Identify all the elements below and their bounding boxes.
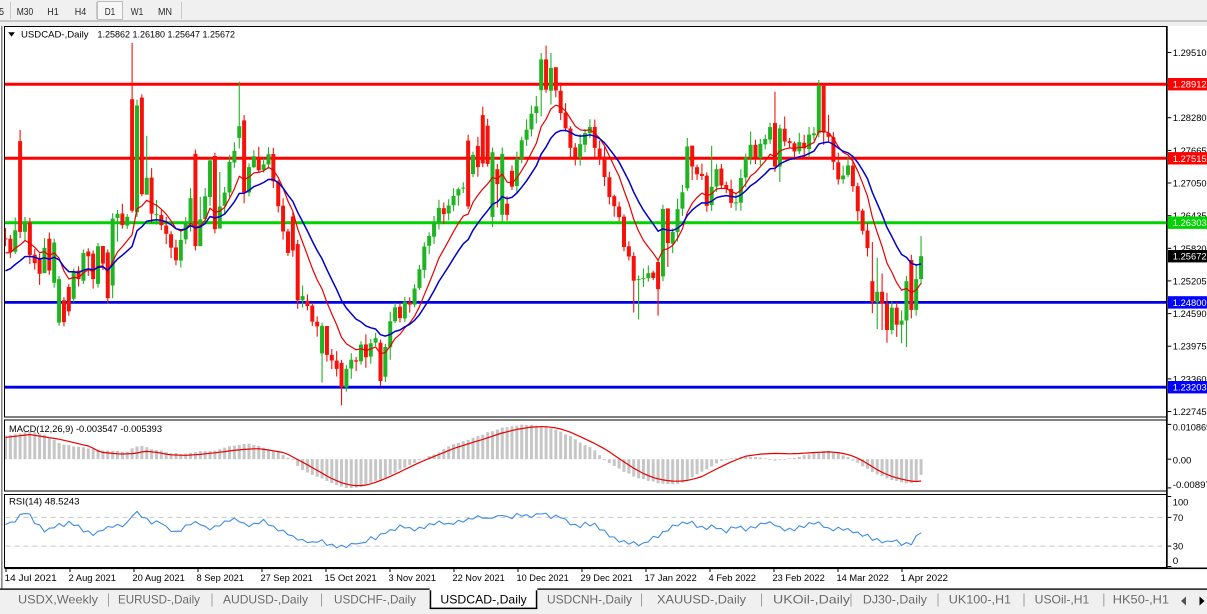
svg-text:15 Oct 2021: 15 Oct 2021 — [325, 573, 377, 584]
svg-text:1.27665: 1.27665 — [1173, 146, 1207, 157]
svg-text:USDCNH-,Daily: USDCNH-,Daily — [547, 593, 632, 607]
svg-text:1.29510: 1.29510 — [1173, 48, 1207, 59]
svg-text:1.27050: 1.27050 — [1173, 179, 1207, 190]
svg-text:MN: MN — [158, 6, 172, 18]
svg-text:USDCAD-,Daily: USDCAD-,Daily — [440, 593, 526, 607]
svg-text:EURUSD-,Daily: EURUSD-,Daily — [118, 593, 200, 607]
svg-text:22 Nov 2021: 22 Nov 2021 — [453, 573, 505, 584]
svg-text:UKOil-,Daily: UKOil-,Daily — [773, 593, 850, 607]
svg-text:M30: M30 — [17, 6, 34, 18]
svg-text:RSI(14) 48.5243: RSI(14) 48.5243 — [9, 496, 80, 507]
svg-text:1.26303: 1.26303 — [1173, 218, 1207, 229]
svg-text:29 Dec 2021: 29 Dec 2021 — [581, 573, 633, 584]
svg-text:1.23975: 1.23975 — [1173, 342, 1207, 353]
svg-text:1 Apr 2022: 1 Apr 2022 — [901, 573, 949, 584]
svg-text:1.23203: 1.23203 — [1173, 383, 1207, 394]
svg-text:USDCAD-,Daily: USDCAD-,Daily — [21, 29, 89, 40]
svg-text:1.25820: 1.25820 — [1173, 244, 1207, 255]
svg-text:1.23360: 1.23360 — [1173, 374, 1207, 385]
svg-text:USDX,Weekly: USDX,Weekly — [18, 593, 98, 607]
svg-text:3 Nov 2021: 3 Nov 2021 — [389, 573, 437, 584]
svg-text:0.010869: 0.010869 — [1173, 423, 1207, 434]
svg-text:0: 0 — [1173, 556, 1179, 567]
svg-text:1.24590: 1.24590 — [1173, 309, 1207, 320]
svg-text:USDCHF-,Daily: USDCHF-,Daily — [334, 593, 416, 607]
svg-text:UK100-,H1: UK100-,H1 — [949, 593, 1011, 607]
svg-text:1.28280: 1.28280 — [1173, 113, 1207, 124]
svg-text:1.28912: 1.28912 — [1173, 80, 1207, 91]
svg-text:1.25672: 1.25672 — [1173, 252, 1207, 263]
svg-text:20 Aug 2021: 20 Aug 2021 — [133, 573, 185, 584]
svg-text:100: 100 — [1173, 498, 1189, 509]
svg-text:0.00: 0.00 — [1173, 456, 1192, 467]
svg-text:70: 70 — [1173, 513, 1184, 524]
svg-text:USOil-,H1: USOil-,H1 — [1035, 593, 1090, 607]
svg-text:AUDUSD-,Daily: AUDUSD-,Daily — [223, 593, 308, 607]
svg-text:14 Jul 2021: 14 Jul 2021 — [5, 573, 57, 584]
svg-text:W1: W1 — [131, 6, 144, 18]
svg-text:DJ30-,Daily: DJ30-,Daily — [863, 593, 927, 607]
svg-text:10 Dec 2021: 10 Dec 2021 — [517, 573, 569, 584]
svg-text:14 Mar 2022: 14 Mar 2022 — [837, 573, 889, 584]
svg-text:D1: D1 — [105, 6, 116, 18]
svg-text:1.24800: 1.24800 — [1173, 298, 1207, 309]
svg-text:2 Aug 2021: 2 Aug 2021 — [69, 573, 117, 584]
svg-text:5: 5 — [0, 6, 4, 18]
svg-text:MACD(12,26,9) -0.003547 -0.005: MACD(12,26,9) -0.003547 -0.005393 — [9, 424, 162, 435]
svg-text:17 Jan 2022: 17 Jan 2022 — [645, 573, 697, 584]
svg-text:1.22745: 1.22745 — [1173, 407, 1207, 418]
svg-text:30: 30 — [1173, 542, 1184, 553]
svg-text:23 Feb 2022: 23 Feb 2022 — [773, 573, 825, 584]
svg-text:XAUUSD-,Daily: XAUUSD-,Daily — [657, 593, 746, 607]
svg-text:27 Sep 2021: 27 Sep 2021 — [261, 573, 313, 584]
svg-text:1.25862 1.26180 1.25647 1.2567: 1.25862 1.26180 1.25647 1.25672 — [98, 29, 236, 40]
svg-text:-0.00897: -0.00897 — [1173, 480, 1207, 491]
svg-text:8 Sep 2021: 8 Sep 2021 — [197, 573, 245, 584]
svg-text:1.27515: 1.27515 — [1173, 154, 1207, 165]
svg-text:H4: H4 — [75, 6, 87, 18]
svg-text:HK50-,H1: HK50-,H1 — [1113, 593, 1169, 607]
svg-text:1.25205: 1.25205 — [1173, 276, 1207, 287]
svg-text:4 Feb 2022: 4 Feb 2022 — [709, 573, 757, 584]
svg-text:H1: H1 — [47, 6, 59, 18]
